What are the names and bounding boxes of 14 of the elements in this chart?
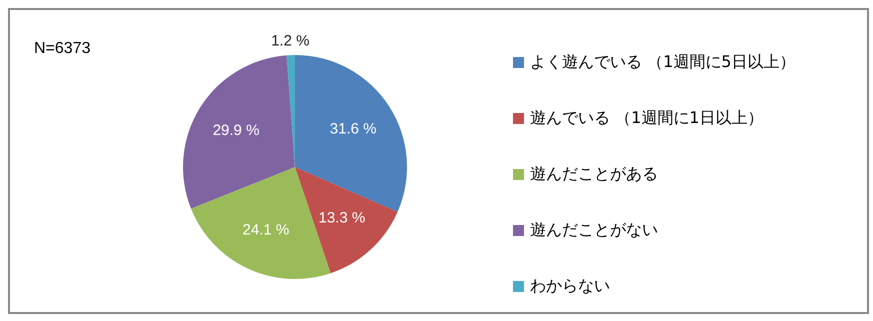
data-label: 29.9 % (212, 122, 260, 139)
legend-label: 遊んだことがない (530, 220, 658, 240)
pie-slice (295, 167, 398, 274)
data-label: 31.6 % (330, 120, 376, 138)
legend-label: わからない (530, 276, 610, 296)
data-label: 24.1 % (242, 222, 290, 239)
legend-label: 遊んだことがある (530, 164, 658, 184)
data-label: 13.3 % (318, 210, 366, 227)
pie-slice (295, 55, 407, 212)
pie-slice (183, 55, 295, 209)
legend-label: 遊んでいる （1週間に1日以上） (530, 108, 764, 128)
text: N=6373 (34, 40, 90, 58)
data-label: 1.2 % (271, 32, 310, 50)
legend-label: よく遊んでいる （1週間に5日以上） (530, 52, 796, 72)
